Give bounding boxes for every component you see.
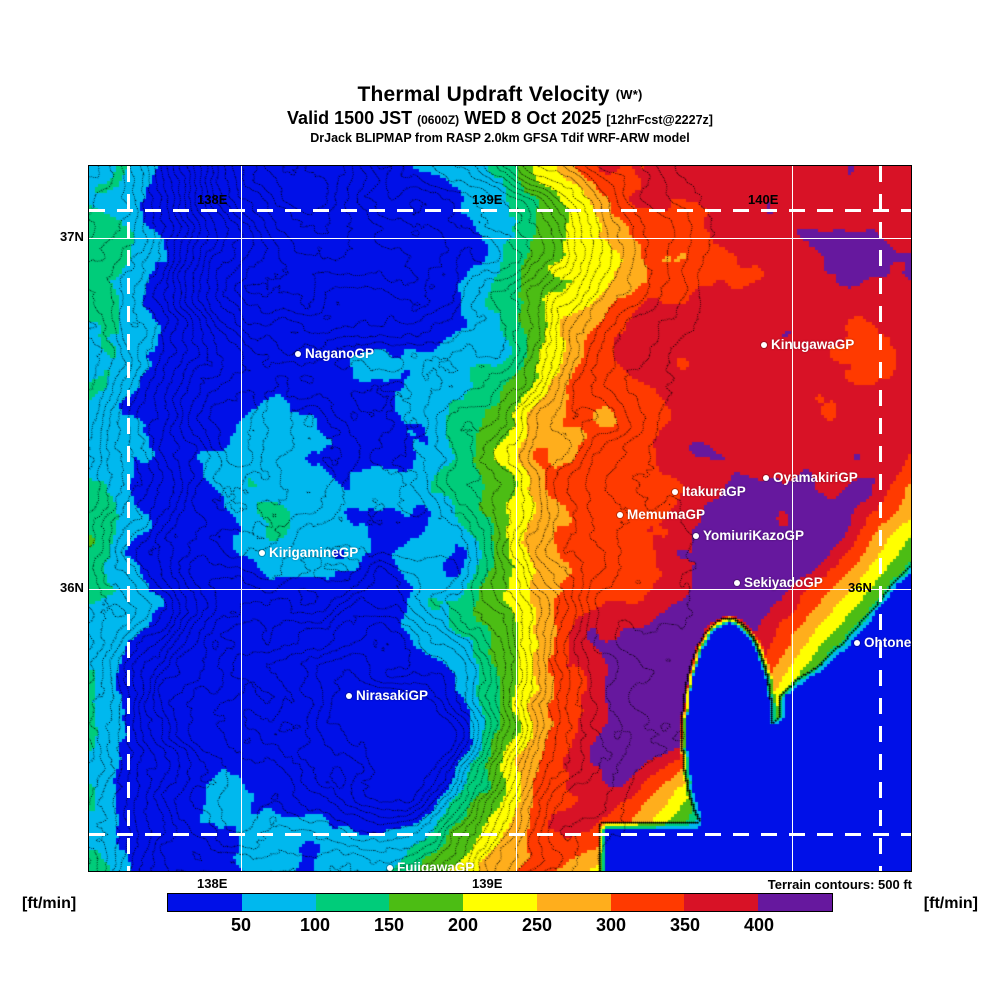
colorbar-band-5 — [536, 894, 611, 911]
colorbar-band-4 — [463, 894, 537, 911]
forecast-tag-text: [12hrFcst@2227z] — [606, 113, 713, 127]
domain-box-edge-v-0 — [127, 166, 130, 871]
station-marker-SekiyadoGP[interactable]: SekiyadoGP — [734, 575, 823, 590]
latitude-label-37N-left: 37N — [60, 229, 84, 244]
latitude-label-36N-right: 36N — [848, 580, 872, 595]
terrain-contour-note: Terrain contours: 500 ft — [767, 877, 912, 892]
domain-box-edge-h-0 — [89, 209, 911, 212]
valid-time-line: Valid 1500 JST (0600Z) WED 8 Oct 2025 [1… — [0, 108, 1000, 130]
colorbar-unit-right: [ft/min] — [923, 895, 978, 912]
domain-box-edge-v-1 — [879, 166, 882, 871]
thermal-velocity-raster — [89, 166, 911, 871]
colorbar-band-6 — [610, 894, 685, 911]
longitude-label-138E-top: 138E — [197, 192, 228, 207]
longitude-label-140E-top: 140E — [748, 192, 779, 207]
valid-prefix-text: Valid 1500 JST — [287, 108, 413, 128]
station-label: NaganoGP — [305, 346, 375, 361]
longitude-gridline-1 — [516, 166, 517, 871]
station-marker-NaganoGP[interactable]: NaganoGP — [295, 346, 374, 361]
station-marker-YomiuriKazoGP[interactable]: YomiuriKazoGP — [693, 528, 804, 543]
station-dot-icon — [672, 488, 678, 495]
station-dot-icon — [387, 864, 393, 871]
station-label: FujigawaGP — [397, 860, 475, 872]
station-marker-ItakuraGP[interactable]: ItakuraGP — [672, 484, 746, 499]
station-label: OyamakiriGP — [773, 470, 858, 485]
valid-utc-text: (0600Z) — [417, 113, 460, 127]
colorbar-tick-100: 100 — [299, 915, 331, 935]
station-marker-Ohtone[interactable]: Ohtone — [854, 635, 911, 650]
colorbar-tick-350: 350 — [669, 915, 701, 935]
station-marker-KirigamineGP[interactable]: KirigamineGP — [259, 545, 358, 560]
longitude-gridline-2 — [792, 166, 793, 871]
domain-box-edge-h-1 — [89, 833, 911, 836]
latitude-label-36N-left: 36N — [60, 580, 84, 595]
station-dot-icon — [617, 511, 623, 518]
valid-date-text: WED 8 Oct 2025 — [464, 108, 602, 128]
station-label: Ohtone — [864, 635, 912, 650]
station-label: YomiuriKazoGP — [703, 528, 805, 543]
colorbar-band-3 — [389, 894, 464, 911]
colorbar-band-7 — [684, 894, 759, 911]
colorbar-legend: [ft/min] [ft/min] 50 100 150 200 250 300 350 40… — [0, 893, 1000, 953]
colorbar-tick-400: 400 — [743, 915, 775, 935]
latitude-gridline-1 — [89, 589, 911, 590]
title-main-text: Thermal Updraft Velocity — [357, 83, 610, 106]
station-label: MemumaGP — [627, 507, 706, 522]
station-dot-icon — [295, 350, 301, 357]
station-label: SekiyadoGP — [744, 575, 823, 590]
colorbar-band-2 — [315, 894, 390, 911]
longitude-label-138E-bottom: 138E — [197, 876, 228, 891]
forecast-map[interactable]: NaganoGP KinugawaGP ItakuraGP OyamakiriGP Me… — [88, 165, 912, 872]
station-dot-icon — [259, 549, 265, 556]
colorbar-tick-150: 150 — [373, 915, 405, 935]
station-label: ItakuraGP — [682, 484, 746, 499]
longitude-gridline-0 — [241, 166, 242, 871]
colorbar-tick-250: 250 — [521, 915, 553, 935]
page-title: Thermal Updraft Velocity (W*) — [0, 84, 1000, 106]
station-label: KirigamineGP — [269, 545, 359, 560]
colorbar-tick-300: 300 — [595, 915, 627, 935]
colorbar-tick-200: 200 — [447, 915, 479, 935]
colorbar-band-0 — [168, 894, 242, 911]
station-marker-MemumaGP[interactable]: MemumaGP — [617, 507, 705, 522]
station-dot-icon — [346, 692, 352, 699]
station-marker-NirasakiGP[interactable]: NirasakiGP — [346, 688, 428, 703]
station-dot-icon — [854, 639, 860, 646]
station-marker-KinugawaGP[interactable]: KinugawaGP — [761, 337, 854, 352]
title-block: Thermal Updraft Velocity (W*) Valid 1500… — [0, 84, 1000, 146]
station-dot-icon — [734, 579, 740, 586]
colorbar-band-1 — [241, 894, 316, 911]
station-dot-icon — [761, 341, 767, 348]
station-dot-icon — [763, 474, 769, 481]
station-dot-icon — [693, 532, 699, 539]
latitude-gridline-0 — [89, 238, 911, 239]
longitude-label-139E-top: 139E — [472, 192, 503, 207]
colorbar-tick-50: 50 — [230, 915, 252, 935]
model-source-line: DrJack BLIPMAP from RASP 2.0km GFSA Tdif… — [310, 131, 690, 145]
station-marker-FujigawaGP[interactable]: FujigawaGP — [387, 860, 475, 872]
longitude-label-139E-bottom: 139E — [472, 876, 503, 891]
colorbar-scale — [167, 893, 833, 912]
title-param-text: (W*) — [615, 87, 643, 102]
station-label: NirasakiGP — [356, 688, 429, 703]
station-label: KinugawaGP — [771, 337, 855, 352]
station-marker-OyamakiriGP[interactable]: OyamakiriGP — [763, 470, 858, 485]
colorbar-unit-left: [ft/min] — [22, 895, 77, 912]
colorbar-band-8 — [758, 894, 833, 911]
